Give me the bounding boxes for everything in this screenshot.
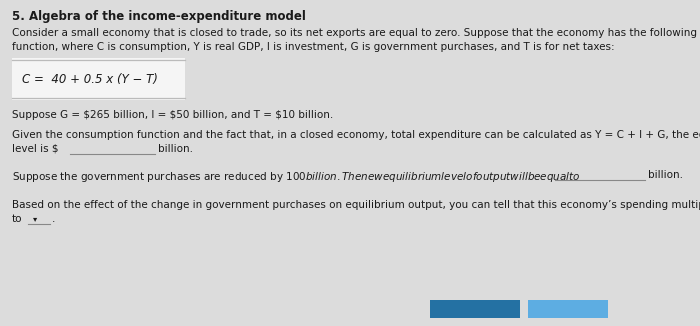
Text: Based on the effect of the change in government purchases on equilibrium output,: Based on the effect of the change in gov… (12, 200, 700, 210)
Text: billion.: billion. (648, 170, 683, 180)
Text: billion.: billion. (158, 143, 193, 154)
Text: to: to (12, 214, 22, 224)
Text: 5. Algebra of the income-expenditure model: 5. Algebra of the income-expenditure mod… (12, 10, 306, 23)
Text: Suppose G = $265 billion, I = $50 billion, and T = $10 billion.: Suppose G = $265 billion, I = $50 billio… (12, 110, 333, 120)
Text: Given the consumption function and the fact that, in a closed economy, total exp: Given the consumption function and the f… (12, 130, 700, 140)
Text: C =  40 + 0.5 x (Y − T): C = 40 + 0.5 x (Y − T) (22, 72, 158, 85)
Bar (528, 300, 608, 318)
Text: Suppose the government purchases are reduced by $100 billion. The new equilibriu: Suppose the government purchases are red… (12, 170, 581, 184)
Bar (12, 58, 185, 100)
Text: function, where C is consumption, Y is real GDP, I is investment, G is governmen: function, where C is consumption, Y is r… (12, 41, 615, 52)
Text: level is $: level is $ (12, 143, 59, 154)
Text: ▾: ▾ (33, 215, 37, 224)
Bar (430, 300, 520, 318)
Text: Consider a small economy that is closed to trade, so its net exports are equal t: Consider a small economy that is closed … (12, 28, 700, 38)
Text: .: . (52, 214, 55, 224)
